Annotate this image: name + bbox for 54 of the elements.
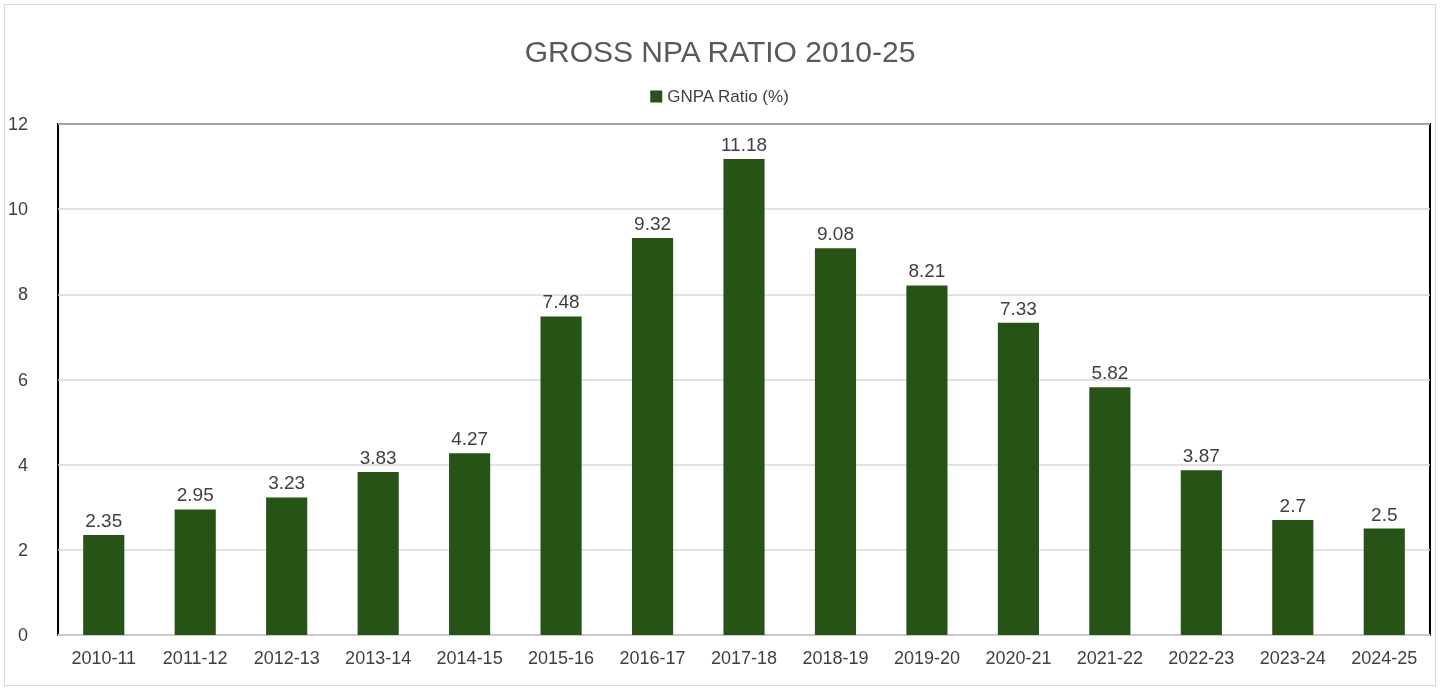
bar <box>540 316 582 635</box>
y-tick-label: 12 <box>7 114 29 134</box>
x-tick-label: 2012-13 <box>253 648 320 668</box>
data-label: 3.23 <box>268 472 306 494</box>
x-tick-label: 2010-11 <box>71 648 137 668</box>
bar <box>174 509 216 635</box>
data-label: 7.33 <box>999 297 1037 319</box>
bar <box>357 471 399 635</box>
data-label: 7.48 <box>542 291 580 313</box>
data-label: 9.08 <box>816 223 854 245</box>
x-tick-label: 2020-21 <box>985 648 1052 668</box>
data-label: 4.27 <box>451 428 489 450</box>
data-label: 2.95 <box>176 484 214 506</box>
x-tick-label: 2015-16 <box>528 648 595 668</box>
x-tick-label: 2013-14 <box>345 648 412 668</box>
y-tick-label: 8 <box>18 284 29 305</box>
x-tick-label: 2017-18 <box>710 648 778 668</box>
chart-title: GROSS NPA RATIO 2010-25 <box>524 34 916 68</box>
x-tick-label: 2021-22 <box>1076 648 1143 668</box>
x-tick-label: 2014-15 <box>436 648 503 668</box>
bar <box>997 322 1039 635</box>
bar <box>1180 470 1222 635</box>
bar <box>631 238 674 635</box>
data-label: 2.7 <box>1279 495 1307 517</box>
y-tick-label: 10 <box>7 199 29 220</box>
data-label: 9.32 <box>634 213 672 235</box>
data-label: 5.82 <box>1091 362 1129 384</box>
bar <box>83 534 125 635</box>
bar <box>723 158 765 635</box>
data-label: 3.83 <box>359 446 397 468</box>
x-tick-label: 2016-17 <box>619 648 686 668</box>
data-label: 8.21 <box>908 260 946 282</box>
bar <box>906 285 948 635</box>
x-tick-label: 2022-23 <box>1168 648 1235 668</box>
data-label: 11.18 <box>720 133 768 155</box>
data-label: 2.5 <box>1371 503 1398 525</box>
y-tick-label: 0 <box>18 625 29 645</box>
bar <box>814 248 857 635</box>
x-tick-label: 2019-20 <box>893 648 960 668</box>
data-label: 2.35 <box>85 509 123 531</box>
x-tick-label: 2024-25 <box>1351 648 1418 668</box>
bar <box>1363 528 1405 635</box>
y-tick-label: 6 <box>18 369 29 390</box>
y-tick-label: 2 <box>18 539 29 560</box>
data-label: 3.87 <box>1182 445 1220 467</box>
y-tick-label: 4 <box>18 454 29 475</box>
x-tick-label: 2023-24 <box>1259 648 1326 668</box>
bar <box>1272 520 1314 635</box>
bar <box>1089 387 1131 635</box>
bar <box>449 453 491 635</box>
legend-label: GNPA Ratio (%) <box>667 87 789 106</box>
x-tick-label: 2018-19 <box>802 648 869 668</box>
bar <box>266 497 308 635</box>
x-tick-label: 2011-12 <box>162 648 228 668</box>
